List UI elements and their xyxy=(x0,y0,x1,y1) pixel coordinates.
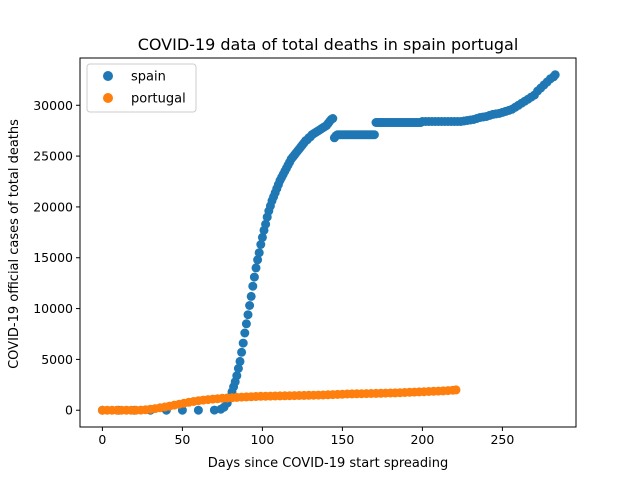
data-point-spain xyxy=(251,263,261,273)
y-tick-label: 25000 xyxy=(33,149,73,164)
legend-label-portugal: portugal xyxy=(131,92,186,107)
data-point-spain xyxy=(248,281,258,291)
y-tick-label: 15000 xyxy=(33,250,73,265)
y-tick-label: 30000 xyxy=(33,98,73,113)
data-point-spain xyxy=(193,405,203,415)
data-point-spain xyxy=(237,347,247,357)
chart-title: COVID-19 data of total deaths in spain p… xyxy=(138,35,519,54)
data-point-spain xyxy=(241,319,251,329)
x-tick-label: 0 xyxy=(98,432,106,447)
data-point-spain xyxy=(261,219,271,229)
data-point-spain xyxy=(256,240,266,249)
y-tick-label: 20000 xyxy=(33,199,73,214)
data-point-spain xyxy=(233,364,243,373)
legend: spain portugal xyxy=(86,63,197,113)
y-axis-label: COVID-19 official cases of total deaths xyxy=(7,119,22,369)
data-point-spain xyxy=(238,338,248,348)
legend-label-spain: spain xyxy=(131,70,166,85)
x-axis-ticks: 0 50 100 150 200 250 xyxy=(98,427,514,447)
legend-marker-portugal xyxy=(103,93,113,103)
data-point-portugal xyxy=(451,385,461,395)
data-point-spain xyxy=(550,70,560,80)
data-point-spain xyxy=(249,272,259,282)
data-point-spain xyxy=(328,114,338,123)
data-point-spain xyxy=(245,301,255,310)
legend-marker-spain xyxy=(103,71,113,81)
y-tick-label: 0 xyxy=(65,403,73,418)
data-point-spain xyxy=(235,356,245,366)
y-tick-label: 10000 xyxy=(33,301,73,316)
x-tick-label: 100 xyxy=(250,432,274,447)
data-point-spain xyxy=(243,310,253,320)
y-tick-label: 5000 xyxy=(41,352,73,367)
data-point-spain xyxy=(369,130,379,140)
legend-box xyxy=(86,63,197,113)
x-tick-label: 250 xyxy=(490,432,514,447)
data-point-spain xyxy=(254,248,264,258)
x-tick-label: 200 xyxy=(410,432,434,447)
data-points xyxy=(97,70,560,415)
plot-frame xyxy=(79,57,577,428)
x-tick-label: 150 xyxy=(330,432,354,447)
data-point-spain xyxy=(253,255,263,265)
data-point-spain xyxy=(232,371,242,381)
x-axis-label: Days since COVID-19 start spreading xyxy=(208,456,448,471)
data-point-spain xyxy=(246,291,256,301)
data-point-spain xyxy=(240,328,250,338)
y-axis-ticks: 0 5000 10000 15000 20000 25000 30000 xyxy=(33,98,80,418)
x-tick-label: 50 xyxy=(174,432,190,447)
data-point-spain xyxy=(257,232,267,242)
